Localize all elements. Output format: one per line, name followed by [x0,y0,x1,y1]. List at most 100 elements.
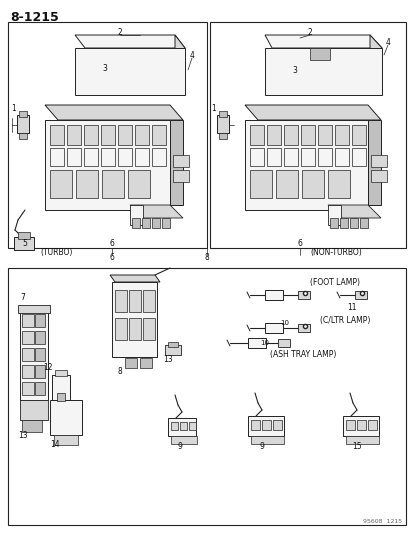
Bar [67,148,81,166]
Bar [55,370,67,376]
Bar [189,422,195,430]
Bar [161,218,170,228]
Bar [334,125,348,145]
Text: 6: 6 [109,254,114,262]
Bar [152,218,159,228]
Polygon shape [45,120,170,210]
Text: 1: 1 [211,103,216,112]
Bar [22,348,34,361]
Polygon shape [327,205,340,225]
Polygon shape [75,48,185,95]
Bar [57,393,65,401]
Bar [128,170,150,198]
Bar [84,148,98,166]
Bar [168,342,178,347]
Bar [50,170,72,198]
Bar [168,418,195,436]
Bar [171,422,178,430]
Bar [50,125,64,145]
Text: 8: 8 [117,367,122,376]
Text: 1: 1 [12,103,17,112]
Bar [22,382,34,395]
Polygon shape [170,120,183,205]
Text: 14: 14 [50,440,59,449]
Bar [17,115,29,133]
Bar [76,170,98,198]
Text: 9: 9 [177,442,182,451]
Text: 15: 15 [351,442,361,451]
Bar [250,436,283,444]
Bar [275,170,297,198]
Bar [132,218,140,228]
Text: 5: 5 [22,238,27,247]
Bar [19,133,27,139]
Bar [370,170,386,182]
Bar [216,115,228,133]
Bar [370,155,386,167]
Bar [165,345,180,355]
Bar [277,339,289,347]
Bar [22,331,34,344]
Text: (TURBO): (TURBO) [40,248,72,257]
Polygon shape [264,35,381,48]
Bar [317,125,331,145]
Bar [118,125,132,145]
Bar [22,420,42,432]
Bar [142,218,150,228]
Bar [345,436,378,444]
Bar [283,148,297,166]
Bar [359,218,367,228]
Bar [35,348,45,361]
Text: 10: 10 [260,340,269,346]
Bar [349,218,357,228]
Text: (FOOT LAMP): (FOOT LAMP) [309,278,359,287]
Bar [101,148,115,166]
Bar [152,125,166,145]
Bar [18,232,30,239]
Bar [209,22,405,248]
Bar [20,400,48,420]
Bar [266,125,280,145]
Text: 12: 12 [43,364,52,373]
Bar [339,218,347,228]
Text: 9: 9 [259,442,264,451]
Bar [52,375,70,400]
Polygon shape [175,35,185,95]
Bar [247,338,266,348]
Bar [354,291,366,299]
Polygon shape [244,105,380,120]
Bar [115,318,127,340]
Text: 8-1215: 8-1215 [10,11,59,24]
Bar [54,435,78,445]
Bar [135,148,149,166]
Text: 6: 6 [297,238,302,247]
Polygon shape [367,120,380,205]
Bar [218,133,226,139]
Bar [367,420,376,430]
Bar [22,365,34,378]
Polygon shape [110,275,159,282]
Polygon shape [327,205,380,218]
Bar [125,358,137,368]
Polygon shape [130,205,183,218]
Text: (NON-TURBO): (NON-TURBO) [309,248,361,257]
Bar [345,420,354,430]
Polygon shape [75,35,185,48]
Bar [101,125,115,145]
Bar [14,237,34,250]
Bar [261,420,271,430]
Bar [84,125,98,145]
Bar [264,290,282,300]
Bar [50,400,82,435]
Bar [334,148,348,166]
Bar [135,125,149,145]
Polygon shape [369,35,381,95]
Bar [102,170,124,198]
Bar [35,365,45,378]
Bar [8,268,405,525]
Bar [329,218,337,228]
Bar [8,22,206,248]
Bar [152,148,166,166]
Bar [218,111,226,117]
Bar [173,170,189,182]
